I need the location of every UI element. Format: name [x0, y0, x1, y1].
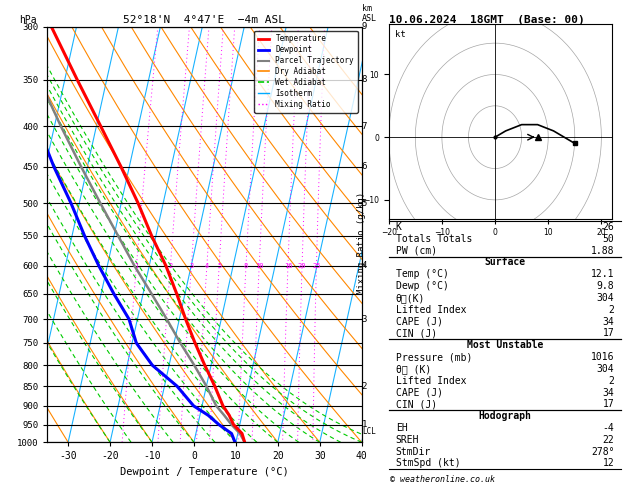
Text: CAPE (J): CAPE (J): [396, 387, 443, 398]
Text: 3: 3: [189, 263, 194, 269]
Text: km
ASL: km ASL: [362, 4, 377, 22]
Text: 9.8: 9.8: [597, 281, 615, 291]
Text: θᴄ (K): θᴄ (K): [396, 364, 431, 374]
Text: Totals Totals: Totals Totals: [396, 234, 472, 244]
Text: -4: -4: [603, 423, 615, 433]
Text: 5: 5: [217, 263, 221, 269]
Text: CAPE (J): CAPE (J): [396, 316, 443, 327]
Text: © weatheronline.co.uk: © weatheronline.co.uk: [390, 474, 495, 484]
Text: 2: 2: [609, 305, 615, 315]
Text: EH: EH: [396, 423, 408, 433]
Title: 52°18'N  4°47'E  −4m ASL: 52°18'N 4°47'E −4m ASL: [123, 15, 286, 25]
Text: 3: 3: [362, 314, 367, 324]
Text: 304: 304: [597, 364, 615, 374]
Text: Hodograph: Hodograph: [479, 411, 532, 421]
Text: 12.1: 12.1: [591, 269, 615, 279]
Text: Lifted Index: Lifted Index: [396, 305, 466, 315]
Text: θᴄ(K): θᴄ(K): [396, 293, 425, 303]
Text: 278°: 278°: [591, 447, 615, 456]
Text: 6: 6: [362, 162, 367, 171]
Text: Pressure (mb): Pressure (mb): [396, 352, 472, 362]
Text: 26: 26: [603, 222, 615, 232]
Text: 1.88: 1.88: [591, 246, 615, 256]
Text: CIN (J): CIN (J): [396, 399, 437, 409]
Text: 9: 9: [362, 22, 367, 31]
Text: 5: 5: [362, 199, 367, 208]
Text: Temp (°C): Temp (°C): [396, 269, 448, 279]
Text: 1: 1: [134, 263, 138, 269]
Text: 10.06.2024  18GMT  (Base: 00): 10.06.2024 18GMT (Base: 00): [389, 15, 584, 25]
Text: 4: 4: [362, 261, 367, 270]
Text: 2: 2: [362, 382, 367, 391]
Text: 16: 16: [284, 263, 292, 269]
Text: StmSpd (kt): StmSpd (kt): [396, 458, 460, 469]
Text: 2: 2: [168, 263, 172, 269]
Text: 1: 1: [362, 420, 367, 429]
Text: SREH: SREH: [396, 435, 419, 445]
Text: hPa: hPa: [19, 15, 36, 25]
Text: Lifted Index: Lifted Index: [396, 376, 466, 386]
Legend: Temperature, Dewpoint, Parcel Trajectory, Dry Adiabat, Wet Adiabat, Isotherm, Mi: Temperature, Dewpoint, Parcel Trajectory…: [254, 31, 358, 113]
Text: 34: 34: [603, 316, 615, 327]
Text: Surface: Surface: [484, 258, 526, 267]
Text: 22: 22: [603, 435, 615, 445]
Text: Mixing Ratio (g/kg): Mixing Ratio (g/kg): [357, 192, 366, 294]
Text: 17: 17: [603, 399, 615, 409]
Text: LCL: LCL: [362, 427, 376, 435]
Text: Most Unstable: Most Unstable: [467, 340, 543, 350]
Text: 7: 7: [362, 122, 367, 131]
Text: CIN (J): CIN (J): [396, 329, 437, 338]
Text: PW (cm): PW (cm): [396, 246, 437, 256]
Text: 1016: 1016: [591, 352, 615, 362]
X-axis label: Dewpoint / Temperature (°C): Dewpoint / Temperature (°C): [120, 467, 289, 477]
Text: 4: 4: [204, 263, 209, 269]
Text: 17: 17: [603, 329, 615, 338]
Text: 50: 50: [603, 234, 615, 244]
Text: 2: 2: [609, 376, 615, 386]
Text: kt: kt: [396, 30, 406, 39]
Text: 20: 20: [298, 263, 306, 269]
Text: 12: 12: [603, 458, 615, 469]
Text: K: K: [396, 222, 401, 232]
Text: Dewp (°C): Dewp (°C): [396, 281, 448, 291]
Text: 304: 304: [597, 293, 615, 303]
Text: 8: 8: [362, 75, 367, 85]
Text: StmDir: StmDir: [396, 447, 431, 456]
Text: 25: 25: [312, 263, 321, 269]
Text: 8: 8: [244, 263, 248, 269]
Text: 10: 10: [255, 263, 264, 269]
Text: 34: 34: [603, 387, 615, 398]
